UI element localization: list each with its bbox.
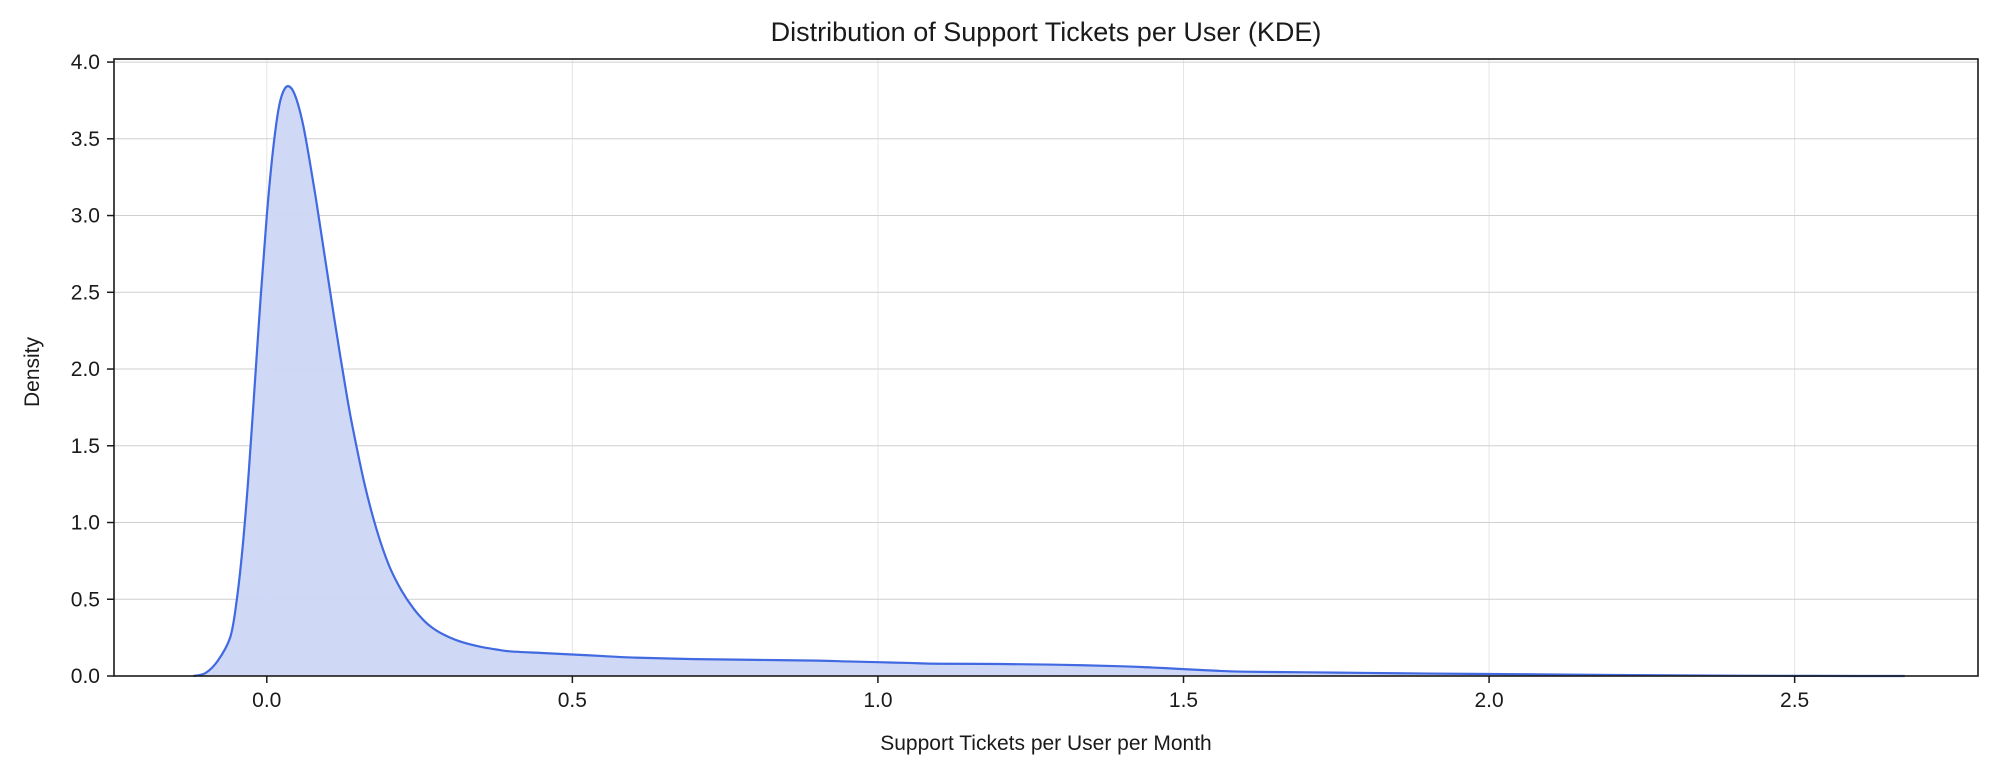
- x-axis-ticks: 0.0 0.5 1.0 1.5 2.0 2.5: [252, 676, 1809, 712]
- x-tick-label: 1.5: [1169, 689, 1198, 712]
- y-tick-label: 2.0: [71, 358, 100, 381]
- chart-title: Distribution of Support Tickets per User…: [771, 17, 1322, 47]
- y-tick-label: 0.5: [71, 588, 100, 611]
- x-gridlines: [266, 59, 1796, 676]
- y-tick-label: 4.0: [71, 51, 100, 74]
- kde-density-line: [193, 85, 1905, 678]
- x-tick-label: 2.0: [1474, 689, 1503, 712]
- y-tick-label: 1.5: [71, 435, 100, 458]
- x-tick-label: 1.0: [863, 689, 892, 712]
- y-tick-label: 1.0: [71, 512, 100, 535]
- y-gridlines: [114, 61, 1978, 600]
- x-axis-label: Support Tickets per User per Month: [880, 732, 1211, 755]
- y-axis-ticks: 0.0 0.5 1.0 1.5 2.0 2.5 3.0 3.5 4.0: [71, 51, 114, 688]
- x-tick-label: 0.5: [558, 689, 587, 712]
- y-tick-label: 3.0: [71, 205, 100, 228]
- y-tick-label: 2.5: [71, 281, 100, 304]
- plot-frame: [113, 58, 1979, 677]
- x-tick-label: 0.0: [252, 689, 281, 712]
- kde-area-fill: [193, 86, 1905, 677]
- y-axis-label: Density: [21, 336, 44, 407]
- y-tick-label: 3.5: [71, 128, 100, 151]
- x-tick-label: 2.5: [1780, 689, 1809, 712]
- y-tick-label: 0.0: [71, 665, 100, 688]
